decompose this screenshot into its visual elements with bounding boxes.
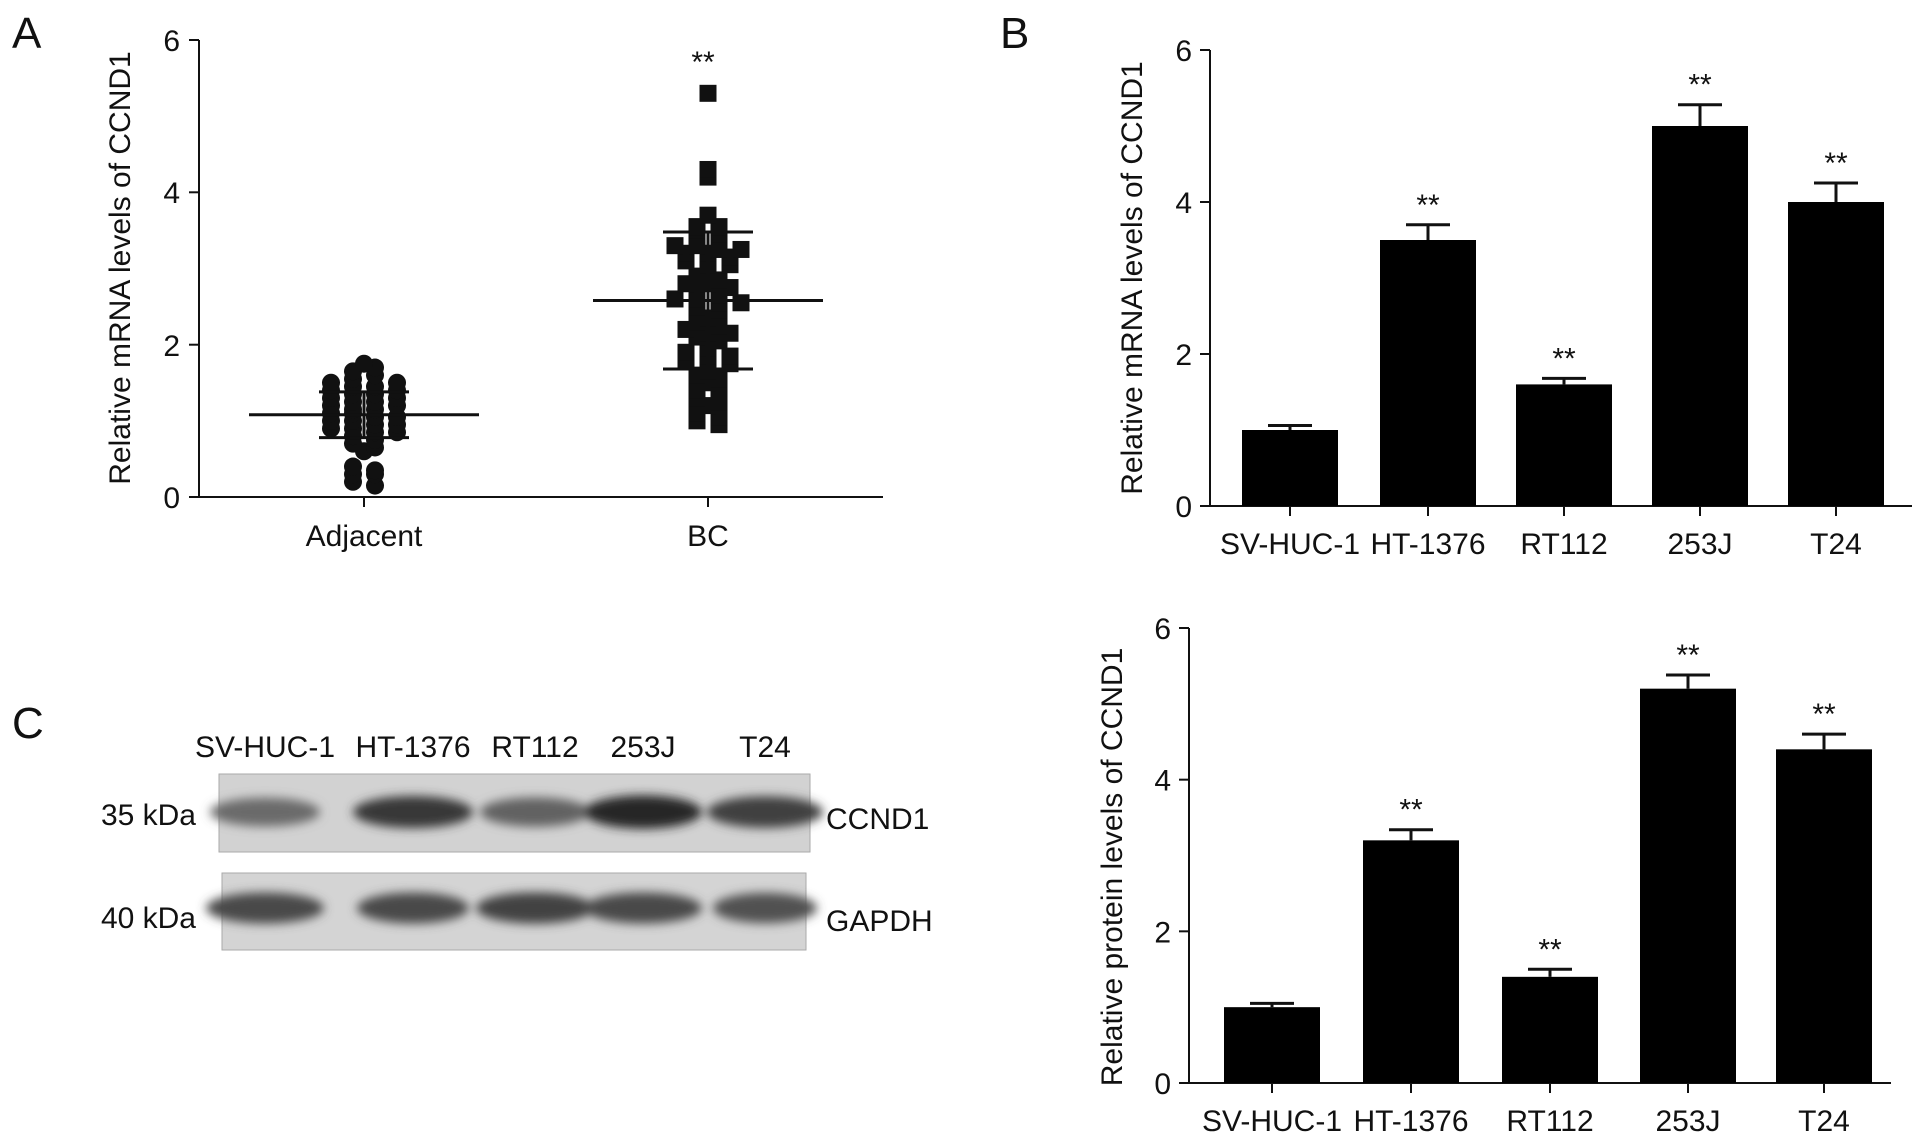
y-tick-label: 6 <box>1175 35 1192 68</box>
bar-chart-mrna: Relative mRNA levels of CCND1 0 2 4 6 SV-HUC… <box>1116 35 1912 561</box>
protein-label-gapdh: GAPDH <box>826 905 933 938</box>
marker-label-35kda: 35 kDa <box>101 799 196 832</box>
bar-ht-1376 <box>1380 240 1476 506</box>
point-adjacent <box>344 457 362 476</box>
bar-253j <box>1652 126 1748 506</box>
y-tick-label: 6 <box>1154 613 1171 646</box>
band-gapdh-t24 <box>713 892 817 924</box>
significance-label-253j: ** <box>1676 639 1700 672</box>
y-tick-label: 4 <box>1154 765 1171 798</box>
bar-chart-protein: Relative protein levels of CCND1 0 2 4 6 SV-… <box>1096 613 1891 1138</box>
band-gapdh-253j <box>584 892 702 924</box>
panel-label-c: C <box>12 699 44 748</box>
point-bc <box>710 240 728 258</box>
lane-label-ht-1376: HT-1376 <box>355 731 470 764</box>
band-gapdh-rt112 <box>476 892 594 924</box>
significance-label-253j: ** <box>1688 69 1712 102</box>
lane-label-t24: T24 <box>739 731 791 764</box>
bar-t24 <box>1788 202 1884 506</box>
lane-label-rt112: RT112 <box>491 731 578 764</box>
ccnd1-bands <box>210 795 823 829</box>
band-gapdh-ht-1376 <box>357 892 469 924</box>
point-bc <box>732 294 750 312</box>
y-tick-label: 0 <box>1175 491 1192 524</box>
x-tick-label-ht-1376: HT-1376 <box>1353 1105 1468 1138</box>
lane-label-253j: 253J <box>610 731 675 764</box>
band-ccnd1-ht-1376 <box>353 795 473 829</box>
marker-label-40kda: 40 kDa <box>101 902 196 935</box>
y-tick-label: 4 <box>163 177 180 210</box>
significance-label-ht-1376: ** <box>1416 189 1440 222</box>
band-ccnd1-sv-huc-1 <box>210 797 320 827</box>
panel-label-b: B <box>1000 9 1029 58</box>
significance-label-rt112: ** <box>1538 933 1562 966</box>
x-tick-label-253j: 253J <box>1667 528 1732 561</box>
western-blot: SV-HUC-1 HT-1376 RT112 253J T24 35 kDa 4… <box>101 731 933 951</box>
x-tick-label-253j: 253J <box>1655 1105 1720 1138</box>
y-axis-label: Relative mRNA levels of CCND1 <box>1116 61 1149 494</box>
scatter-points <box>249 84 823 495</box>
x-tick-label-bc: BC <box>687 520 729 553</box>
point-adjacent <box>322 373 340 392</box>
point-bc <box>666 237 684 255</box>
x-tick-label-rt112: RT112 <box>1506 1105 1593 1138</box>
y-axis-label: Relative protein levels of CCND1 <box>1096 648 1129 1087</box>
y-axis-label: Relative mRNA levels of CCND1 <box>104 51 137 484</box>
x-tick-label-t24: T24 <box>1798 1105 1850 1138</box>
scatter-chart-adjacent-vs-bc: 0 2 4 6 Relative mRNA levels of CCND1 Ad… <box>104 25 883 553</box>
y-tick-label: 2 <box>1154 916 1171 949</box>
protein-label-ccnd1: CCND1 <box>826 803 929 836</box>
x-axis: Adjacent BC <box>199 496 883 553</box>
y-tick-label: 6 <box>163 25 180 58</box>
bar-sv-huc-1 <box>1224 1007 1320 1083</box>
y-axis: 0 2 4 6 Relative mRNA levels of CCND1 <box>104 25 200 515</box>
x-tick-label-sv-huc-1: SV-HUC-1 <box>1202 1105 1342 1138</box>
point-bc <box>699 84 717 102</box>
y-tick-label: 4 <box>1175 187 1192 220</box>
point-adjacent <box>355 354 373 373</box>
x-tick-label-rt112: RT112 <box>1520 528 1607 561</box>
x-tick-label-sv-huc-1: SV-HUC-1 <box>1220 528 1360 561</box>
significance-label-t24: ** <box>1824 147 1848 180</box>
band-ccnd1-253j <box>584 795 702 829</box>
bar-rt112 <box>1516 384 1612 506</box>
point-bc <box>688 237 706 255</box>
bar-253j <box>1640 688 1736 1083</box>
bar-t24 <box>1776 749 1872 1083</box>
y-tick-label: 2 <box>163 330 180 363</box>
y-tick-label: 0 <box>1154 1068 1171 1101</box>
point-bc <box>666 290 684 308</box>
gapdh-bands <box>206 892 817 924</box>
bar-ht-1376 <box>1363 840 1459 1083</box>
point-bc <box>721 347 739 365</box>
x-tick-label-ht-1376: HT-1376 <box>1370 528 1485 561</box>
point-bc <box>699 160 717 178</box>
y-tick-label: 0 <box>163 482 180 515</box>
bar-sv-huc-1 <box>1242 430 1338 506</box>
panel-label-a: A <box>12 9 42 58</box>
point-bc <box>699 206 717 224</box>
significance-label-bc: ** <box>691 46 715 79</box>
band-ccnd1-rt112 <box>480 797 590 827</box>
significance-label-t24: ** <box>1812 698 1836 731</box>
point-bc <box>677 343 695 361</box>
bar-rt112 <box>1502 976 1598 1083</box>
significance-label-rt112: ** <box>1552 342 1576 375</box>
x-tick-label-adjacent: Adjacent <box>306 520 423 553</box>
point-adjacent <box>366 461 384 480</box>
point-adjacent <box>388 373 406 392</box>
lane-label-sv-huc-1: SV-HUC-1 <box>195 731 335 764</box>
significance-label-ht-1376: ** <box>1399 794 1423 827</box>
x-tick-label-t24: T24 <box>1810 528 1862 561</box>
band-gapdh-sv-huc-1 <box>206 892 324 924</box>
y-tick-label: 2 <box>1175 339 1192 372</box>
point-bc <box>732 240 750 258</box>
band-ccnd1-t24 <box>707 796 823 828</box>
